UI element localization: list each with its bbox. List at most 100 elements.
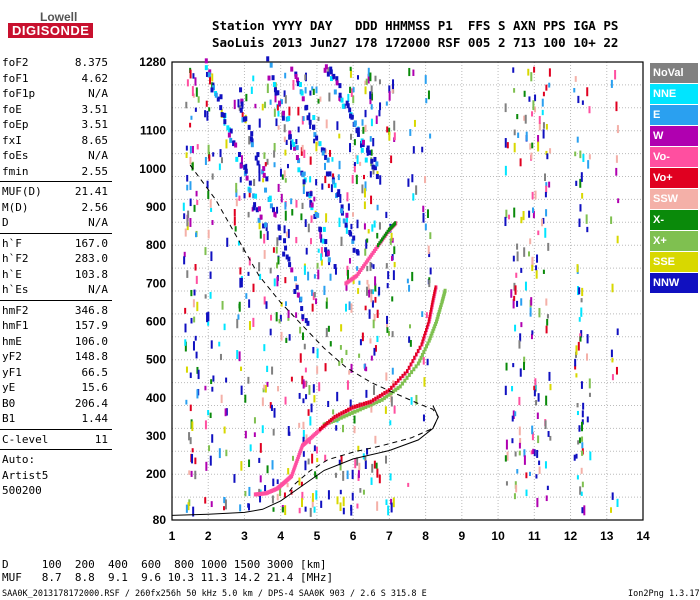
echo-point bbox=[252, 205, 256, 211]
echo-point bbox=[370, 289, 373, 294]
echo-point bbox=[195, 275, 198, 284]
echo-point bbox=[545, 298, 548, 306]
echo-point bbox=[309, 238, 312, 245]
echo-point bbox=[290, 376, 293, 382]
echo-point bbox=[525, 489, 528, 497]
echo-point bbox=[266, 56, 270, 62]
echo-point bbox=[375, 115, 378, 124]
echo-point bbox=[580, 298, 583, 303]
echo-point bbox=[220, 112, 224, 118]
o-trace-point bbox=[418, 345, 421, 350]
param-row-group4-1: hmF1 157.9 bbox=[0, 318, 112, 334]
echo-point bbox=[291, 209, 294, 216]
o-trace-point bbox=[338, 412, 341, 417]
echo-point bbox=[257, 217, 261, 223]
param-label: h`E bbox=[2, 267, 22, 281]
echo-point bbox=[309, 176, 312, 183]
echo-point bbox=[263, 296, 266, 305]
echo-point bbox=[581, 442, 584, 449]
echo-point bbox=[187, 210, 190, 219]
o-trace-point bbox=[423, 333, 426, 338]
echo-point bbox=[505, 481, 508, 486]
echo-point bbox=[276, 276, 279, 287]
echo-point bbox=[542, 122, 545, 129]
echo-point bbox=[259, 214, 263, 220]
echo-point bbox=[531, 264, 534, 272]
echo-point bbox=[338, 160, 341, 170]
echo-point bbox=[519, 368, 522, 377]
echo-point bbox=[541, 98, 544, 107]
echo-point bbox=[345, 284, 348, 291]
echo-point bbox=[272, 428, 275, 436]
echo-point bbox=[506, 451, 509, 461]
echo-point bbox=[303, 343, 306, 350]
echo-point bbox=[310, 403, 313, 413]
echo-point bbox=[240, 277, 243, 288]
echo-point bbox=[284, 396, 287, 405]
echo-point bbox=[364, 456, 367, 461]
echo-point bbox=[189, 145, 192, 154]
echo-point bbox=[267, 75, 271, 81]
echo-point bbox=[285, 231, 288, 237]
x-trace-point bbox=[418, 358, 422, 363]
echo-point bbox=[518, 426, 521, 436]
y-tick-label: 500 bbox=[146, 353, 166, 367]
echo-point bbox=[531, 111, 534, 117]
muf-row: MUF 8.7 8.8 9.1 9.6 10.3 11.3 14.2 21.4 … bbox=[2, 571, 334, 584]
echo-point bbox=[391, 237, 394, 243]
echo-point bbox=[292, 141, 296, 147]
echo-point bbox=[386, 126, 389, 133]
x-trace-point bbox=[422, 350, 426, 355]
echo-point bbox=[581, 192, 584, 199]
echo-point bbox=[573, 454, 576, 461]
o-trace-point bbox=[432, 294, 435, 299]
echo-point bbox=[385, 499, 388, 506]
y-tick-label: 900 bbox=[146, 200, 166, 214]
x-trace-point bbox=[377, 398, 381, 403]
o-trace-point bbox=[434, 287, 437, 292]
echo-point bbox=[315, 298, 318, 305]
echo-point bbox=[588, 392, 591, 397]
echo-point bbox=[272, 478, 275, 487]
echo-point bbox=[349, 66, 352, 71]
echo-point bbox=[189, 198, 192, 207]
echo-point bbox=[190, 470, 193, 477]
echo-point bbox=[356, 250, 360, 256]
echo-point bbox=[293, 145, 297, 151]
y-tick-label: 700 bbox=[146, 276, 166, 290]
echo-point bbox=[279, 168, 282, 177]
echo-point bbox=[393, 405, 396, 414]
echo-point bbox=[586, 226, 589, 233]
echo-point bbox=[345, 212, 349, 218]
x-trace-point bbox=[342, 414, 346, 419]
echo-point bbox=[185, 145, 188, 151]
echo-point bbox=[302, 429, 305, 440]
echo-point bbox=[379, 175, 382, 185]
echo-point bbox=[326, 71, 330, 77]
param-value: 21.41 bbox=[74, 185, 108, 198]
echo-point bbox=[536, 497, 539, 508]
echo-point bbox=[272, 507, 275, 512]
echo-point bbox=[372, 385, 375, 395]
echo-point bbox=[520, 267, 523, 273]
echo-point bbox=[538, 466, 541, 474]
echo-point bbox=[287, 426, 290, 436]
echo-point bbox=[523, 449, 526, 457]
echo-point bbox=[421, 146, 424, 153]
echo-point bbox=[239, 267, 242, 275]
echo-point bbox=[315, 446, 318, 454]
echo-point bbox=[316, 348, 319, 359]
echo-point bbox=[184, 323, 187, 333]
echo-point bbox=[373, 156, 377, 162]
echo-point bbox=[340, 236, 343, 247]
x-trace-point bbox=[427, 338, 431, 343]
echo-point bbox=[542, 129, 545, 139]
echo-point bbox=[227, 127, 231, 133]
echo-point bbox=[313, 395, 316, 403]
echo-point bbox=[320, 147, 324, 153]
echo-point bbox=[321, 150, 325, 156]
echo-point bbox=[544, 227, 547, 238]
o-trace-point bbox=[319, 427, 322, 432]
echo-point bbox=[340, 455, 343, 465]
param-row-group3-1: h`F2 283.0 bbox=[0, 251, 112, 267]
